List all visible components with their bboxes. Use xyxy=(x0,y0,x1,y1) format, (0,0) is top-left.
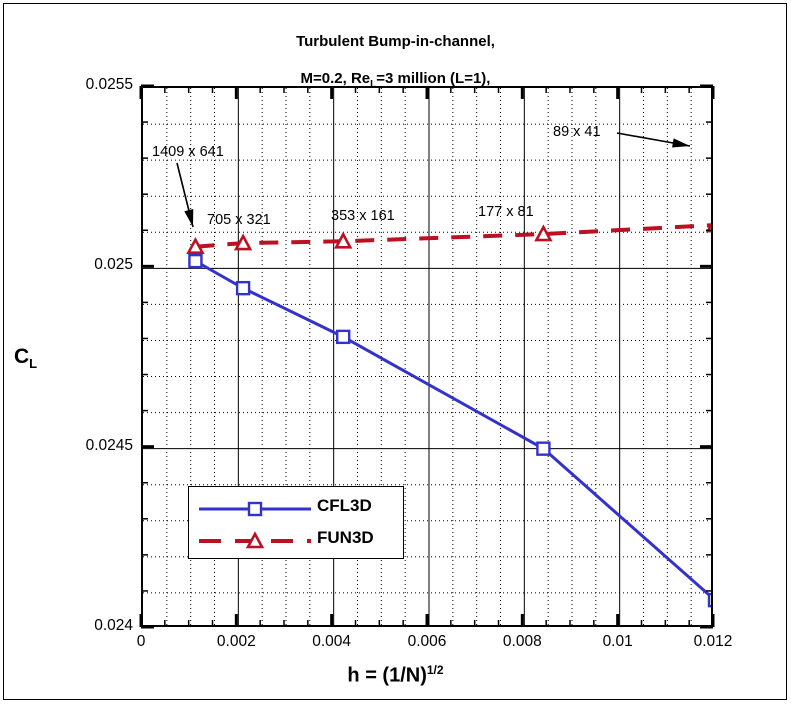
x-tick-label: 0.006 xyxy=(407,633,447,650)
grid-size-annotation: 177 x 81 xyxy=(478,204,534,220)
y-axis-label: CL xyxy=(14,345,37,371)
grid-size-annotation: 89 x 41 xyxy=(553,124,601,140)
plot-area xyxy=(141,86,713,627)
x-axis-label-exponent: 1/2 xyxy=(426,663,444,677)
x-tick-label: 0 xyxy=(136,633,146,650)
x-tick-label: 0.004 xyxy=(312,633,352,650)
x-tick-label: 0.008 xyxy=(502,633,542,650)
y-tick-label: 0.025 xyxy=(94,256,133,274)
legend-swatch-fun3d xyxy=(199,531,311,549)
y-axis-label-main: C xyxy=(14,345,30,368)
x-tick-label: 0.012 xyxy=(693,633,733,650)
y-axis-label-subscript: L xyxy=(29,356,38,372)
chart-title-re-subscript: L xyxy=(370,78,377,90)
legend-swatch-cfl3d xyxy=(199,501,311,517)
legend-entry-fun3d: FUN3D xyxy=(189,526,405,556)
grid-size-annotation: 353 x 161 xyxy=(331,208,395,224)
y-tick-label: 0.0255 xyxy=(85,76,133,93)
legend-label-cfl3d: CFL3D xyxy=(317,496,372,515)
series-layer xyxy=(186,222,711,608)
y-tick-label: 0.024 xyxy=(94,617,133,634)
chart-title-line-1: Turbulent Bump-in-channel, xyxy=(296,32,495,50)
chart-title-line-2-a: M=0.2, Re xyxy=(300,69,371,87)
x-axis-label-main: h = (1/N) xyxy=(347,664,427,687)
y-tick-label: 0.0245 xyxy=(85,436,133,454)
chart-legend: CFL3D FUN3D xyxy=(188,486,404,559)
grid-size-annotation: 1409 x 641 xyxy=(152,144,224,160)
legend-entry-cfl3d: CFL3D xyxy=(189,494,405,524)
grid-size-annotation: 705 x 321 xyxy=(207,212,271,228)
x-tick-label: 0.01 xyxy=(602,633,633,650)
chart-title-line-2-b: =3 million (L=1), xyxy=(376,69,491,87)
x-axis-label: h = (1/N)1/2 xyxy=(0,663,791,688)
x-tick-label: 0.002 xyxy=(216,633,256,650)
chart-title-line-2: M=0.2, ReL=3 million (L=1), xyxy=(0,70,791,95)
legend-label-fun3d: FUN3D xyxy=(317,528,374,547)
